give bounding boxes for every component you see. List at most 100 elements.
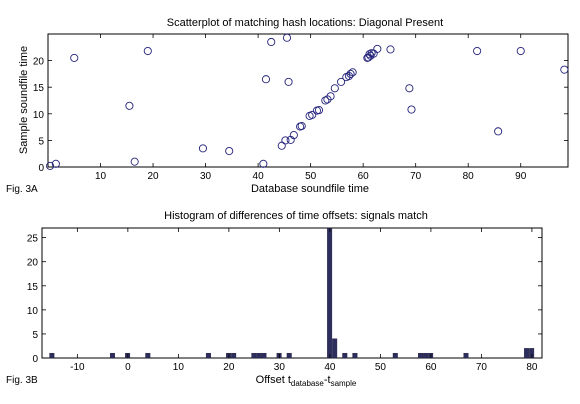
scatter-point — [277, 141, 286, 150]
scatter-point — [405, 84, 414, 93]
scatter-point — [314, 106, 324, 115]
scatter-x-tick-label: 80 — [463, 171, 475, 182]
histogram-bar — [327, 227, 333, 359]
scatter-title: Scatterplot of matching hash locations: … — [167, 17, 443, 29]
scatter-x-tick-label: 70 — [410, 171, 422, 182]
histogram-y-tick-label: 10 — [27, 306, 39, 317]
histogram-bar — [256, 352, 262, 359]
histogram-x-tick-label: -10 — [70, 362, 85, 373]
scatter-point — [267, 37, 276, 47]
scatter-point — [337, 77, 346, 86]
scatter-point — [125, 101, 134, 110]
scatter-x-tick-label: 50 — [305, 171, 317, 182]
histogram-x-tick-label: 80 — [526, 362, 538, 373]
scatter-y-tick-label: 10 — [33, 110, 45, 121]
histogram-x-tick-label: 50 — [375, 362, 387, 373]
xlabel-sub-sample: sample — [331, 379, 357, 388]
scatter-point — [407, 105, 416, 114]
scatter-y-tick-label: 20 — [33, 57, 45, 68]
scatter-point — [261, 75, 271, 84]
xlabel-main: Offset t — [256, 374, 291, 386]
scatter-y-tick-label: 5 — [38, 136, 44, 147]
histogram-y-tick-label: 15 — [27, 282, 39, 293]
histogram-bar — [145, 352, 151, 359]
histogram-title: Histogram of differences of time offsets… — [164, 210, 428, 222]
histogram-panel: Histogram of differences of time offsets… — [6, 210, 543, 388]
scatter-x-tick-label: 10 — [95, 171, 107, 182]
figure-label-top: Fig. 3A — [6, 184, 38, 195]
scatter-axes-frame — [47, 33, 569, 168]
scatter-point — [51, 159, 60, 168]
histogram-bar — [423, 352, 429, 359]
histogram-x-tick-label: 0 — [125, 362, 131, 373]
scatter-y-tick-label: 15 — [33, 83, 45, 94]
histogram-x-tick-label: 60 — [425, 362, 437, 373]
scatter-x-tick-label: 30 — [200, 171, 212, 182]
xlabel-sub-database: database — [291, 379, 324, 388]
scatter-point — [259, 159, 268, 168]
histogram-bar — [352, 352, 358, 359]
histogram-bar — [261, 352, 267, 359]
histogram-bar — [286, 352, 292, 359]
scatter-point — [289, 131, 298, 140]
histogram-y-tick-label: 25 — [27, 234, 39, 245]
histogram-x-tick-label: 70 — [476, 362, 488, 373]
histogram-bar — [392, 352, 398, 359]
scatter-x-tick-label: 90 — [515, 171, 527, 182]
scatter-y-tick-label: 0 — [38, 163, 44, 174]
scatter-x-tick-label: 60 — [358, 171, 370, 182]
scatter-point — [198, 144, 207, 153]
scatter-point — [473, 46, 482, 56]
histogram-bar — [109, 352, 115, 359]
scatter-point — [494, 127, 503, 136]
histogram-bars — [49, 227, 535, 359]
scatter-point — [225, 146, 234, 156]
histogram-bar — [251, 352, 257, 359]
histogram-y-ticks: 0 5 10 15 20 25 — [27, 234, 542, 365]
histogram-bar — [49, 352, 55, 359]
histogram-x-ticks: -10 0 10 20 30 40 50 60 70 80 — [70, 228, 538, 373]
histogram-axes-frame — [41, 227, 543, 359]
histogram-bar — [463, 352, 469, 359]
scatter-point — [365, 50, 374, 59]
scatter-panel: Scatterplot of matching hash locations: … — [6, 17, 569, 195]
scatter-point — [308, 110, 317, 119]
scatter-point — [46, 161, 55, 170]
histogram-bar — [205, 352, 211, 359]
scatter-x-ticks: 10 20 30 40 50 60 70 80 90 — [95, 34, 527, 182]
scatter-point — [284, 77, 293, 86]
scatter-point — [130, 157, 139, 166]
histogram-y-tick-label: 5 — [32, 330, 38, 341]
histogram-bar — [332, 338, 338, 359]
scatter-point — [326, 92, 335, 101]
scatter-point — [297, 121, 306, 131]
scatter-point — [143, 46, 152, 56]
histogram-x-axis-label: Offset tdatabase-tsample — [256, 374, 357, 388]
histogram-y-tick-label: 20 — [27, 258, 39, 269]
scatter-point — [560, 65, 569, 74]
figure-label-bottom: Fig. 3B — [6, 375, 38, 386]
scatter-x-tick-label: 40 — [253, 171, 265, 182]
scatter-point — [330, 84, 339, 93]
scatter-point — [516, 46, 525, 56]
scatter-x-axis-label: Database soundfile time — [251, 183, 369, 195]
scatter-y-axis-label: Sample soundfile time — [18, 46, 30, 154]
histogram-x-tick-label: 20 — [223, 362, 235, 373]
scatter-point — [373, 44, 382, 53]
histogram-x-tick-label: 40 — [324, 362, 336, 373]
histogram-bar — [231, 352, 237, 359]
scatter-point — [346, 69, 355, 78]
xlabel-minus-t: -t — [324, 374, 331, 386]
histogram-bar — [524, 348, 530, 359]
scatter-points — [46, 33, 569, 170]
scatter-point — [348, 68, 357, 77]
scatter-point — [281, 136, 290, 145]
scatter-y-ticks: 0 5 10 15 20 — [33, 57, 568, 174]
histogram-bar — [342, 352, 348, 359]
histogram-x-tick-label: 30 — [274, 362, 286, 373]
histogram-x-tick-label: 10 — [173, 362, 185, 373]
scatter-point — [386, 45, 395, 54]
scatter-point — [321, 96, 330, 105]
histogram-bar — [418, 352, 424, 359]
